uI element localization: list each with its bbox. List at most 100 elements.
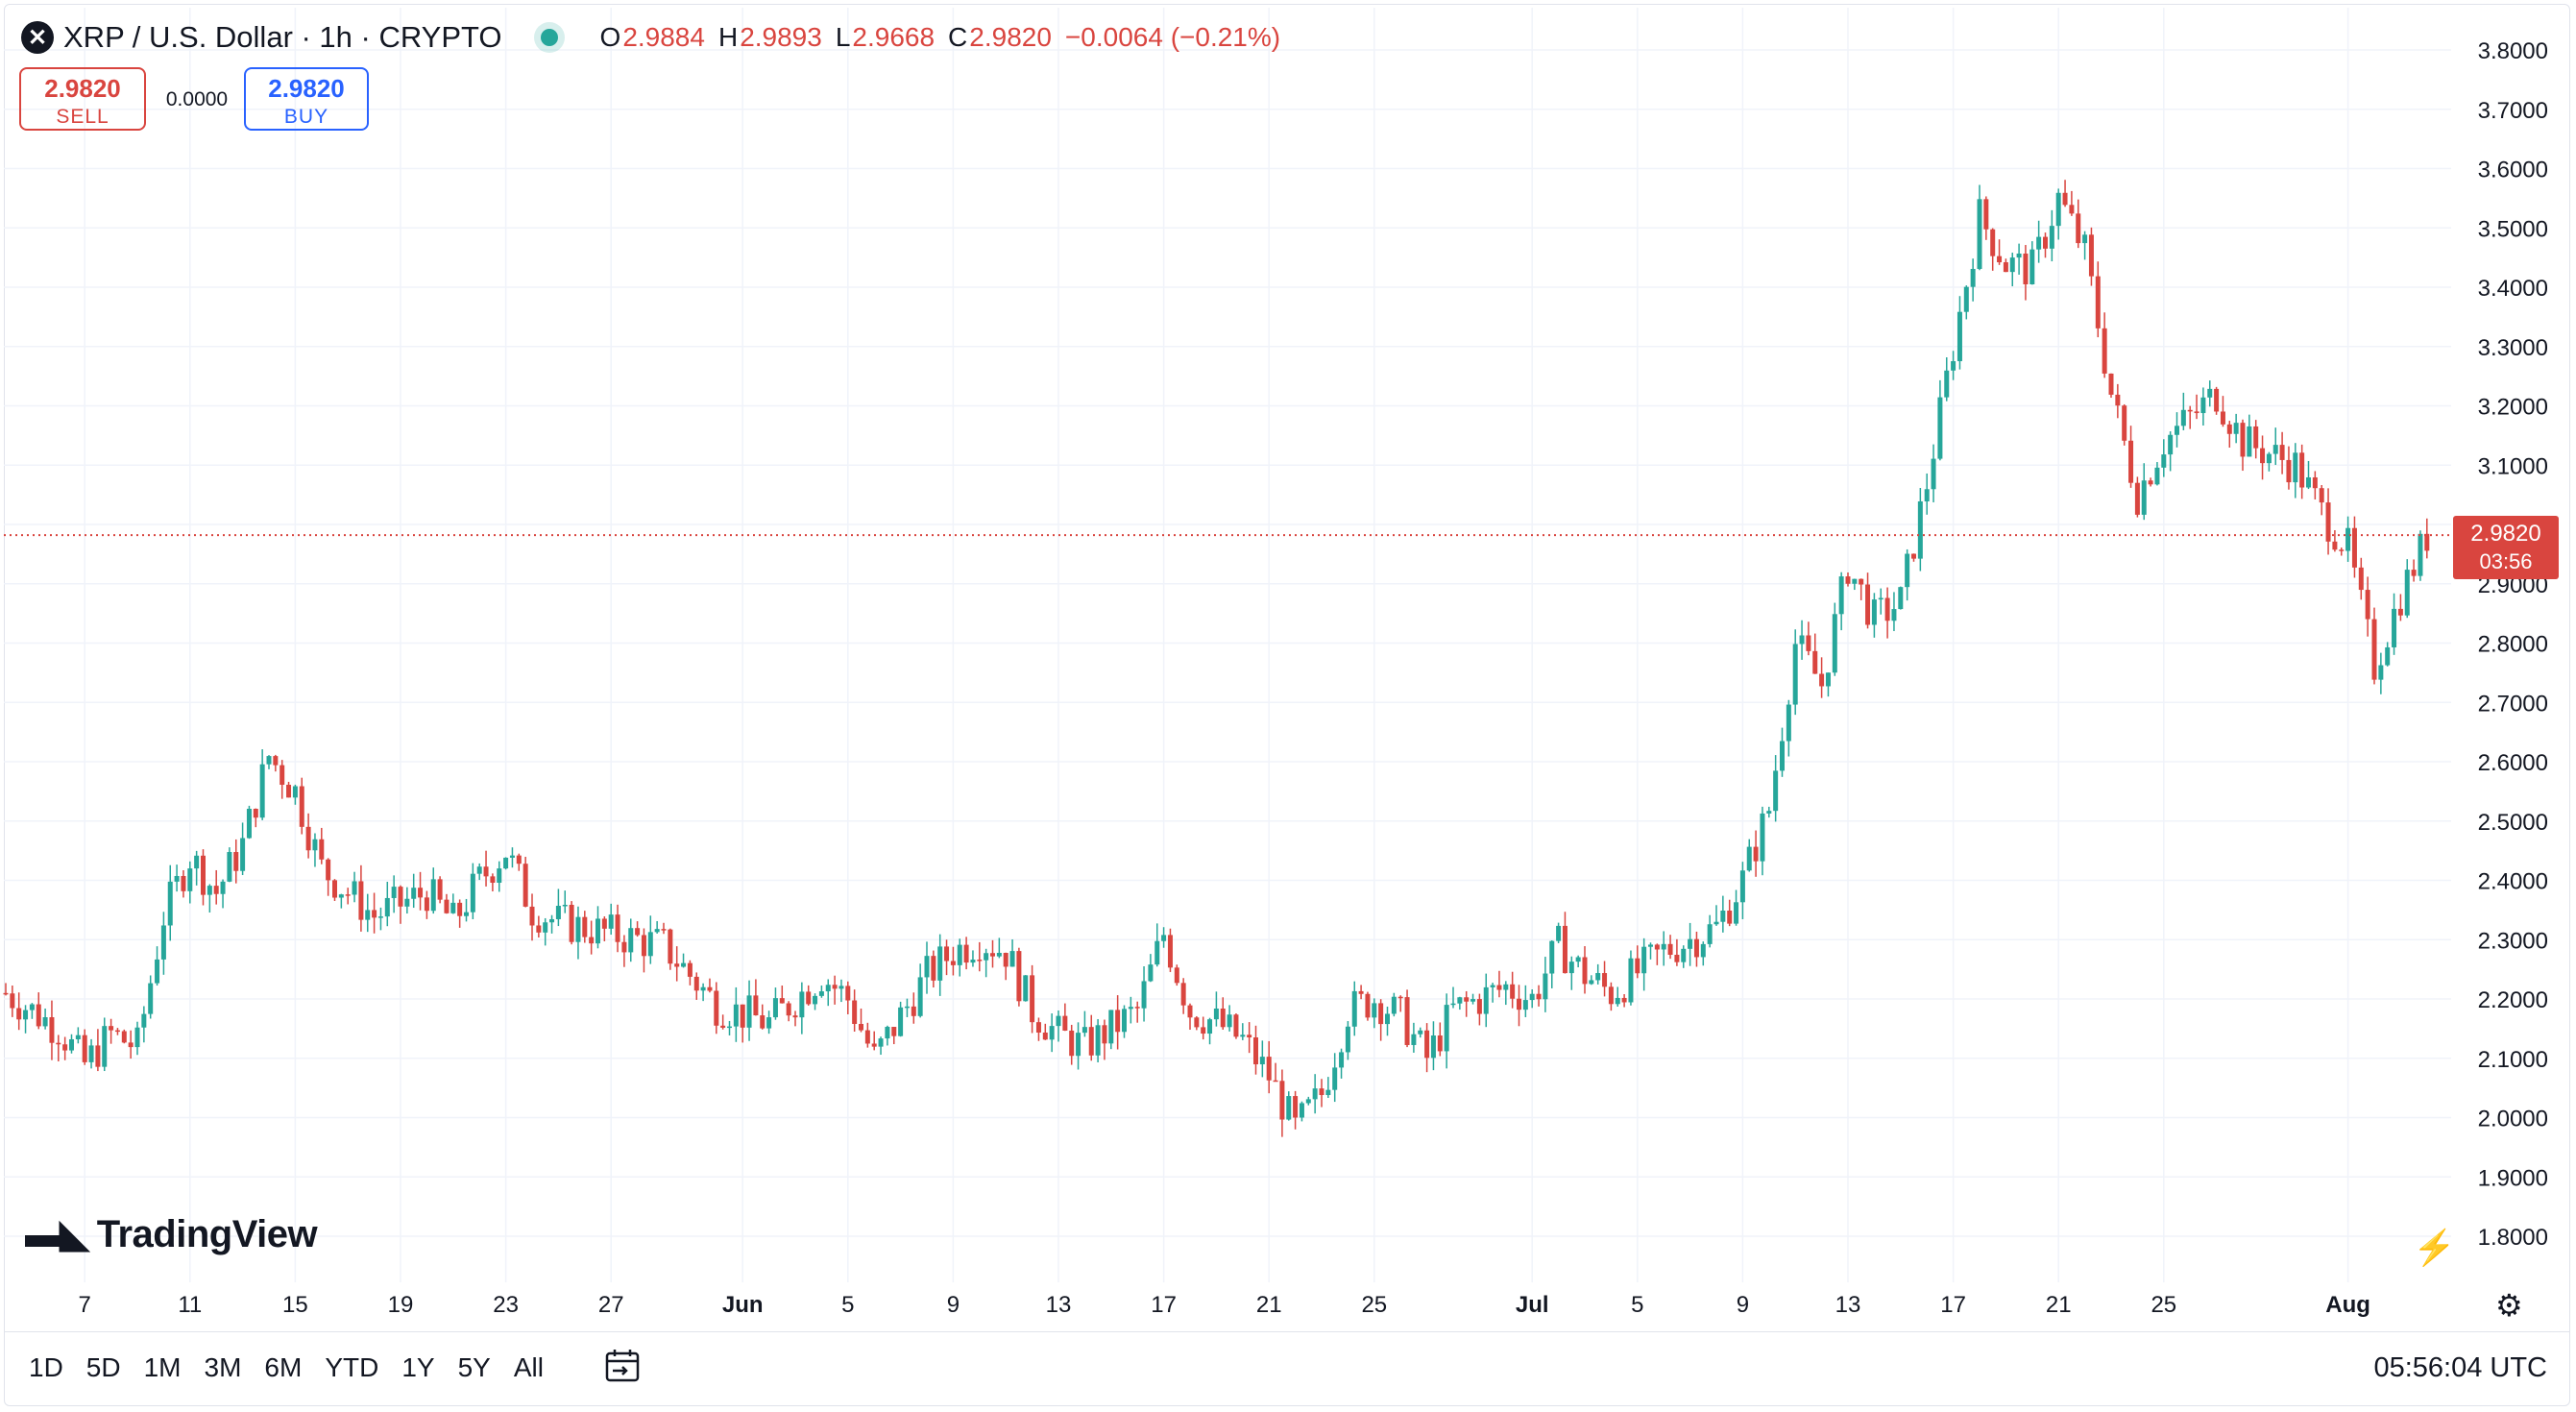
candle-body: [1464, 997, 1470, 1002]
range-1d-button[interactable]: 1D: [29, 1352, 63, 1382]
candle-body: [746, 995, 752, 1028]
candle-body: [312, 839, 318, 851]
candle-body: [42, 1017, 48, 1027]
price-tick-label: 2.4000: [2478, 869, 2548, 895]
candle-body: [1806, 635, 1811, 651]
candle-body: [543, 922, 548, 933]
lightning-icon[interactable]: ⚡: [2413, 1228, 2456, 1267]
candle-body: [338, 894, 344, 898]
candle-body: [476, 866, 482, 874]
candle-body: [1391, 996, 1397, 1014]
candle-body: [1753, 846, 1759, 862]
candle-body: [1898, 587, 1904, 610]
candle-body: [733, 1004, 739, 1027]
candle-body: [2424, 533, 2430, 551]
candle-body: [963, 944, 969, 963]
candle-body: [2029, 249, 2035, 285]
x-logo-icon[interactable]: ✕: [21, 21, 54, 54]
candle-body: [1871, 599, 1877, 625]
candle-body: [2299, 452, 2305, 488]
candle-body: [326, 859, 331, 881]
candle-body: [760, 1015, 766, 1029]
candle-body: [1490, 985, 1495, 987]
candle-body: [1180, 983, 1186, 1006]
close-label: C: [948, 22, 968, 52]
candle-body: [1233, 1014, 1239, 1037]
candle-body: [1522, 1000, 1528, 1010]
candle-body: [1496, 985, 1502, 990]
candle-body: [2397, 608, 2403, 616]
candle-body: [1009, 951, 1015, 967]
candle-body: [187, 868, 193, 891]
candle-body: [134, 1027, 140, 1048]
candle-body: [1286, 1096, 1292, 1120]
sell-button[interactable]: 2.9820 SELL: [19, 67, 146, 131]
candle-body: [1674, 954, 1680, 962]
candle-body: [1227, 1014, 1232, 1028]
candle-body: [88, 1045, 94, 1062]
open-value: 2.9884: [622, 22, 705, 52]
candle-body: [109, 1026, 114, 1031]
buy-button[interactable]: 2.9820 BUY: [244, 67, 369, 131]
candle-body: [36, 1004, 41, 1027]
price-axis: 3.8000 3.7000 3.6000 3.5000 3.4000 3.3000 3.20…: [2478, 38, 2548, 1251]
candle-body: [1878, 597, 1883, 600]
settings-gear-icon[interactable]: ⚙: [2495, 1288, 2523, 1323]
candle-body: [470, 873, 475, 913]
candle-body: [2154, 467, 2160, 485]
candle-body: [2279, 445, 2285, 460]
candle-body: [1589, 980, 1594, 985]
price-tick-label: 3.3000: [2478, 335, 2548, 361]
candle-body: [2306, 476, 2311, 488]
candle-body: [984, 953, 989, 961]
candle-body: [720, 1025, 726, 1028]
symbol-title[interactable]: XRP / U.S. Dollar · 1h · CRYPTO: [63, 20, 502, 54]
candle-body: [2312, 476, 2318, 489]
candle-body: [1312, 1088, 1318, 1100]
buy-price: 2.9820: [268, 74, 345, 103]
candle-body: [1095, 1025, 1101, 1056]
candle-body: [1201, 1027, 1206, 1035]
range-5d-button[interactable]: 5D: [85, 1352, 121, 1382]
calendar-goto-icon[interactable]: [603, 1347, 642, 1385]
candle-body: [707, 986, 713, 991]
candle-body: [1608, 986, 1614, 1005]
utc-clock[interactable]: 05:56:04 UTC: [2373, 1352, 2547, 1383]
candle-body: [700, 986, 706, 991]
range-ytd-button[interactable]: YTD: [325, 1352, 379, 1382]
candle-body: [917, 977, 923, 1016]
candle-body: [898, 1007, 904, 1036]
candle-body: [792, 1015, 798, 1018]
candle-body: [509, 855, 515, 858]
candle-body: [1056, 1015, 1061, 1027]
candle-body: [1437, 1035, 1443, 1052]
price-tick-label: 3.1000: [2478, 453, 2548, 479]
candle-body: [2095, 276, 2101, 329]
range-6m-button[interactable]: 6M: [264, 1352, 303, 1382]
candle-body: [1654, 944, 1660, 950]
tradingview-logo[interactable]: ▬◣ TradingView: [25, 1212, 318, 1256]
price-tick-label: 2.6000: [2478, 750, 2548, 776]
candle-body: [904, 1006, 910, 1009]
range-3m-button[interactable]: 3M: [204, 1352, 242, 1382]
candle-body: [444, 899, 450, 913]
time-tick-label: 17: [1151, 1292, 1177, 1318]
candle-body: [279, 765, 285, 786]
range-all-button[interactable]: All: [513, 1352, 544, 1382]
range-selector: 1D 5D 1M 3M 6M YTD 1Y 5Y All: [17, 1345, 555, 1391]
range-5y-button[interactable]: 5Y: [457, 1352, 491, 1382]
candle-body: [299, 786, 304, 827]
candle-body: [305, 826, 311, 851]
price-tick-label: 1.8000: [2478, 1225, 2548, 1251]
candle-body: [601, 918, 607, 929]
candle-body: [996, 952, 1002, 957]
candle-body: [1430, 1035, 1436, 1059]
candle-body: [1470, 999, 1476, 1002]
candle-body: [693, 976, 699, 991]
range-1m-button[interactable]: 1M: [143, 1352, 182, 1382]
price-tick-label: 2.7000: [2478, 691, 2548, 717]
candle-body: [160, 925, 166, 960]
candle-body: [1134, 1007, 1140, 1009]
range-1y-button[interactable]: 1Y: [401, 1352, 435, 1382]
